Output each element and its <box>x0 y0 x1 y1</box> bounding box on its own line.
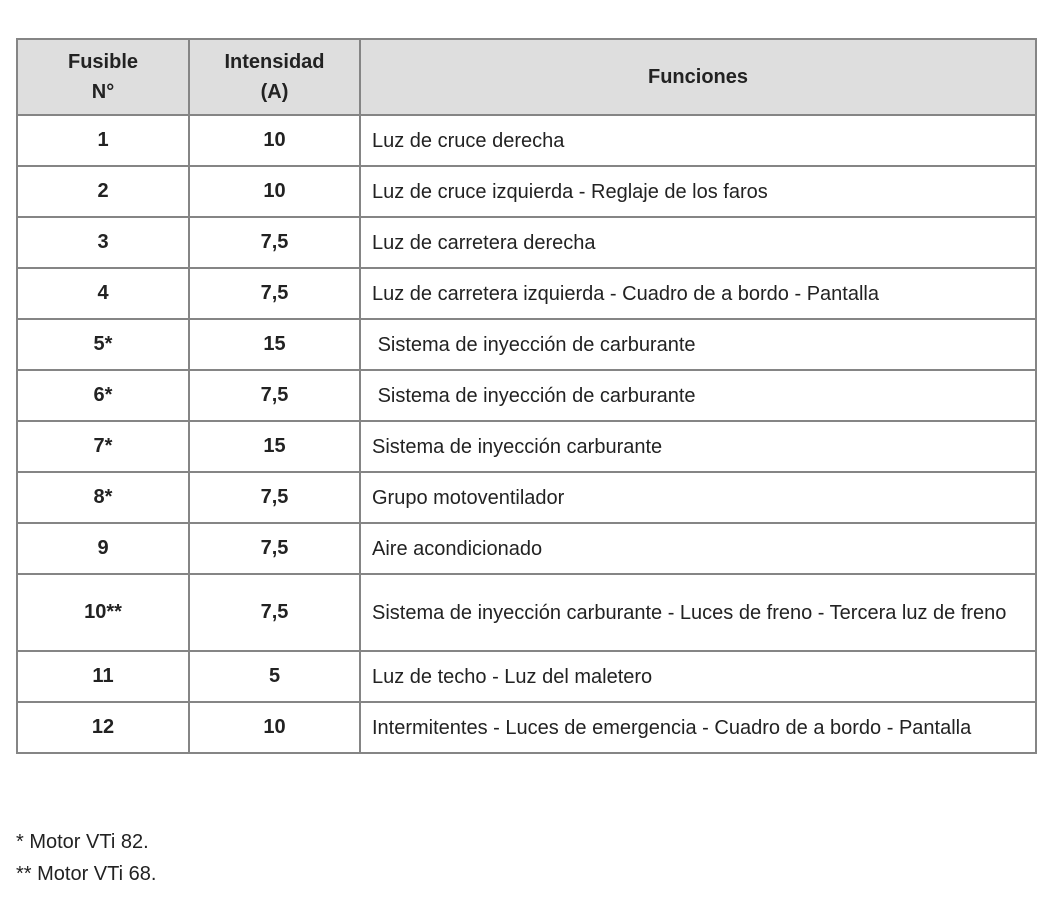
fuse-table: Fusible N° Intensidad (A) Funciones 1 10 L… <box>16 38 1037 754</box>
cell-functions: Luz de cruce izquierda - Reglaje de los … <box>359 165 1037 218</box>
cell-amps: 7,5 <box>188 471 361 524</box>
cell-fuse: 5* <box>16 318 190 371</box>
table-row: 10** 7,5 Sistema de inyección carburante -… <box>16 573 1037 652</box>
cell-functions: Sistema de inyección carburante <box>359 420 1037 473</box>
footnote: * Motor VTi 82. <box>16 831 149 853</box>
cell-amps: 15 <box>188 420 361 473</box>
cell-fuse: 4 <box>16 267 190 320</box>
cell-functions: Luz de carretera derecha <box>359 216 1037 269</box>
cell-functions: Luz de techo - Luz del maletero <box>359 650 1037 703</box>
cell-functions: Aire acondicionado <box>359 522 1037 575</box>
cell-functions: Luz de cruce derecha <box>359 114 1037 167</box>
cell-fuse: 11 <box>16 650 190 703</box>
cell-fuse: 9 <box>16 522 190 575</box>
cell-amps: 15 <box>188 318 361 371</box>
table-row: 2 10 Luz de cruce izquierda - Reglaje de l… <box>16 165 1037 218</box>
table-row: 5* 15 Sistema de inyección de carburante <box>16 318 1037 371</box>
cell-functions: Intermitentes - Luces de emergencia - Cu… <box>359 701 1037 754</box>
table-row: 7* 15 Sistema de inyección carburante <box>16 420 1037 473</box>
footnotes: * Motor VTi 82. ** Motor VTi 68. <box>16 826 156 890</box>
cell-fuse: 8* <box>16 471 190 524</box>
cell-amps: 7,5 <box>188 216 361 269</box>
header-amps: Intensidad (A) <box>188 38 361 116</box>
table-row: 12 10 Intermitentes - Luces de emergencia … <box>16 701 1037 754</box>
table-row: 3 7,5 Luz de carretera derecha <box>16 216 1037 269</box>
cell-fuse: 2 <box>16 165 190 218</box>
cell-fuse: 1 <box>16 114 190 167</box>
table-row: 1 10 Luz de cruce derecha <box>16 114 1037 167</box>
cell-functions: Luz de carretera izquierda - Cuadro de a… <box>359 267 1037 320</box>
cell-fuse: 12 <box>16 701 190 754</box>
cell-functions: Sistema de inyección de carburante <box>359 318 1037 371</box>
table-row: 9 7,5 Aire acondicionado <box>16 522 1037 575</box>
cell-fuse: 3 <box>16 216 190 269</box>
cell-amps: 10 <box>188 701 361 754</box>
cell-amps: 7,5 <box>188 267 361 320</box>
cell-amps: 7,5 <box>188 573 361 652</box>
cell-amps: 5 <box>188 650 361 703</box>
cell-amps: 10 <box>188 114 361 167</box>
table-row: 8* 7,5 Grupo motoventilador <box>16 471 1037 524</box>
cell-amps: 7,5 <box>188 522 361 575</box>
cell-fuse: 10** <box>16 573 190 652</box>
table-row: 4 7,5 Luz de carretera izquierda - Cuadro … <box>16 267 1037 320</box>
cell-functions: Sistema de inyección carburante - Luces … <box>359 573 1037 652</box>
cell-functions: Grupo motoventilador <box>359 471 1037 524</box>
table-row: 11 5 Luz de techo - Luz del maletero <box>16 650 1037 703</box>
footnote: ** Motor VTi 68. <box>16 863 157 885</box>
cell-functions: Sistema de inyección de carburante <box>359 369 1037 422</box>
table-row: 6* 7,5 Sistema de inyección de carburante <box>16 369 1037 422</box>
header-fuse: Fusible N° <box>16 38 190 116</box>
cell-amps: 10 <box>188 165 361 218</box>
header-functions: Funciones <box>359 38 1037 116</box>
cell-amps: 7,5 <box>188 369 361 422</box>
cell-fuse: 6* <box>16 369 190 422</box>
cell-fuse: 7* <box>16 420 190 473</box>
